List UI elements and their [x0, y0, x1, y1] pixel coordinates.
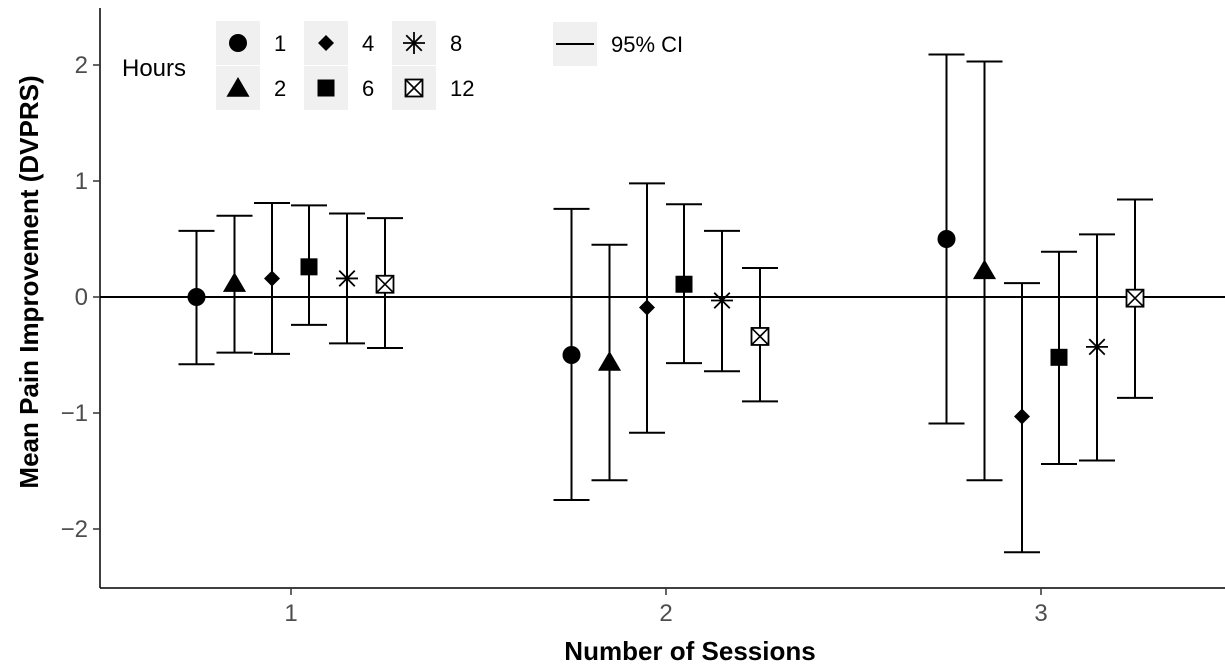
legend-key-6: [317, 79, 335, 97]
data-point: [187, 288, 206, 306]
x-tick-label: 2: [659, 600, 672, 627]
data-point: [711, 289, 733, 312]
legend-key-4: [318, 35, 334, 51]
legend-label: 2: [274, 76, 286, 101]
x-tick-label: 3: [1034, 600, 1047, 627]
series-hours-12: [367, 198, 1153, 403]
data-point: [562, 346, 581, 364]
series-hours-4: [254, 182, 1040, 554]
data-point: [375, 274, 395, 294]
data-point: [639, 299, 655, 316]
y-axis-title: Mean Pain Improvement (DVPRS): [14, 75, 44, 488]
legend-title: Hours: [122, 55, 186, 82]
series-hours-2: [216, 60, 1003, 482]
legend-key-1: [229, 34, 247, 52]
data-point: [1050, 348, 1068, 366]
data-point: [675, 275, 693, 293]
data-point: [264, 270, 280, 287]
data-point: [336, 267, 358, 290]
legend-key-12: [404, 78, 424, 98]
legend-label: 4: [362, 31, 374, 56]
x-axis-title: Number of Sessions: [564, 636, 815, 666]
series-hours-1: [178, 53, 965, 501]
chart-marks: [178, 53, 1153, 554]
legend-label: 1: [274, 31, 286, 56]
y-tick-label: 1: [75, 168, 88, 195]
legend-key-2: [226, 77, 250, 97]
data-point: [937, 230, 956, 248]
y-tick-label: 2: [75, 52, 88, 79]
x-tick-label: 1: [284, 600, 297, 627]
series-hours-8: [329, 212, 1115, 462]
data-point: [597, 350, 622, 371]
y-tick-label: −1: [61, 400, 88, 427]
legend-label: 8: [450, 31, 462, 56]
legend-label: 6: [362, 76, 374, 101]
data-point: [1125, 288, 1145, 308]
y-tick-label: −2: [61, 516, 88, 543]
series-hours-6: [291, 203, 1077, 466]
legend-key-8: [403, 32, 425, 54]
legend-ci-label: 95% CI: [611, 32, 683, 57]
data-point: [972, 259, 997, 280]
data-point: [1086, 335, 1108, 358]
data-point: [300, 258, 318, 276]
y-tick-label: 0: [75, 284, 88, 311]
legend-label: 12: [450, 76, 474, 101]
data-point: [222, 272, 247, 292]
data-point: [750, 327, 770, 346]
data-point: [1014, 408, 1030, 425]
